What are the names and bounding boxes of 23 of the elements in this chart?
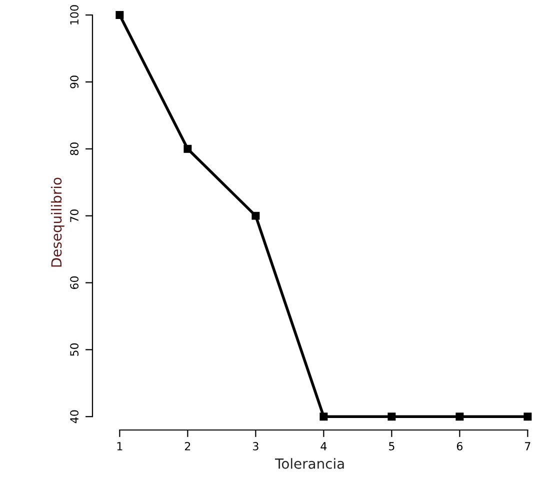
point <box>116 11 124 19</box>
y-tick-label: 100 <box>70 5 79 24</box>
y-tick-label: 60 <box>70 276 79 290</box>
x-tick-label: 7 <box>525 442 530 450</box>
point <box>388 412 396 421</box>
y-axis-title: Desequilibrio <box>50 178 64 267</box>
x-axis-title: Tolerancia <box>275 458 344 469</box>
y-tick-label: 50 <box>70 343 79 356</box>
x-tick-label: 2 <box>184 442 190 450</box>
point <box>184 144 192 153</box>
x-tick-label: 6 <box>456 442 463 450</box>
x-tick-label: 3 <box>252 442 258 450</box>
point <box>252 212 260 220</box>
y-tick-label: 90 <box>70 76 79 88</box>
point <box>524 412 532 421</box>
x-tick-label: 5 <box>389 442 394 450</box>
y-tick-label: 80 <box>70 142 79 156</box>
x-tick-label: 1 <box>117 442 122 450</box>
y-tick-label: 70 <box>70 209 79 222</box>
y-tick-label: 40 <box>70 410 79 424</box>
x-tick-label: 4 <box>320 442 327 450</box>
point <box>456 412 464 421</box>
point <box>320 412 328 421</box>
